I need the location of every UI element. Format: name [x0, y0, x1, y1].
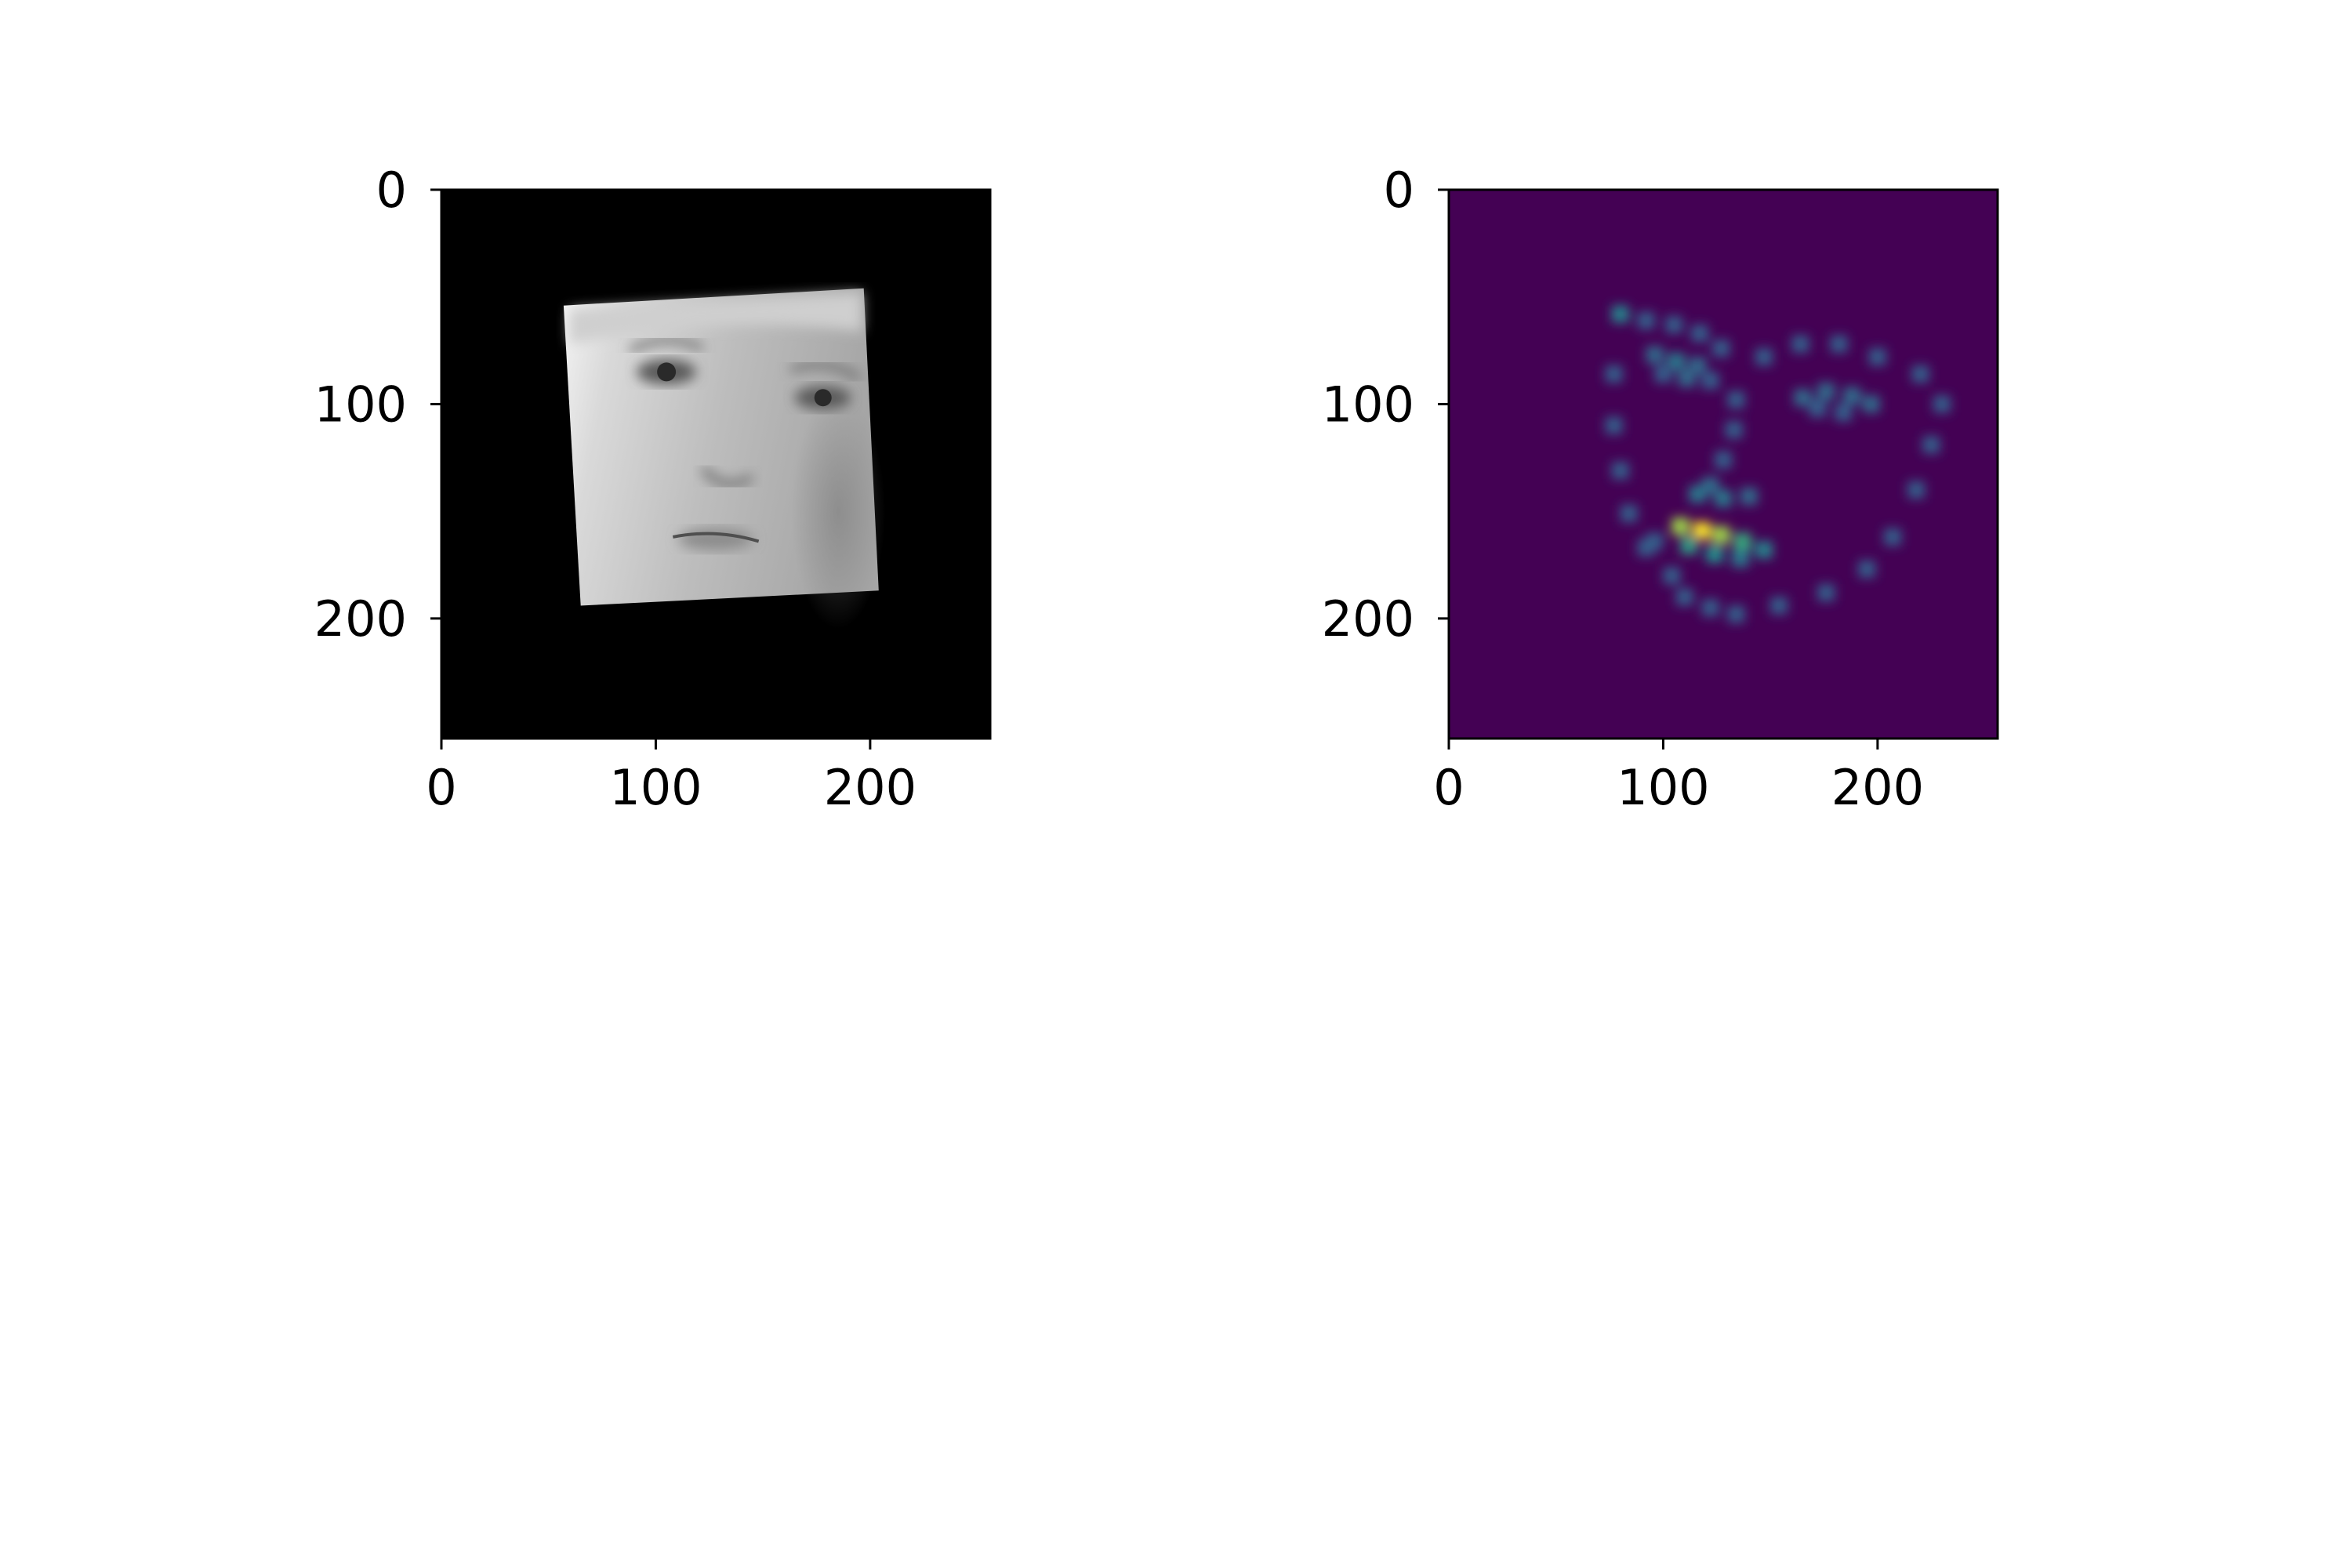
left-xtick-label: 200 — [824, 759, 916, 816]
heatmap-point — [1727, 605, 1745, 623]
heatmap-point — [1706, 545, 1723, 563]
left-xtick-label: 0 — [426, 759, 456, 816]
left-axes-frame — [440, 188, 992, 740]
heatmap-point — [1907, 481, 1926, 499]
right-axes-frame — [1447, 188, 1999, 740]
heatmap-points — [1605, 305, 1951, 623]
heatmap-point — [1646, 346, 1664, 364]
heatmap-point — [1862, 395, 1880, 413]
heatmap-point — [1693, 521, 1711, 539]
right-ytick-label: 200 — [1322, 590, 1414, 648]
heatmap-point — [1671, 517, 1690, 535]
heatmap-point — [1809, 400, 1827, 417]
heatmap-point — [1605, 365, 1623, 383]
heatmap-point — [1868, 348, 1886, 366]
heatmap-point — [1689, 485, 1707, 503]
heatmap-point — [1715, 489, 1732, 507]
heatmap-point — [1733, 532, 1751, 550]
heatmap-point — [1770, 597, 1788, 615]
heatmap-point — [1691, 325, 1708, 343]
right-y-axis: 0 100 200 — [1322, 162, 1449, 648]
heatmap-point — [1817, 584, 1835, 601]
heatmap-point — [1725, 421, 1743, 439]
heatmap-point — [1884, 528, 1901, 546]
heatmap-point — [1843, 387, 1860, 405]
face-features — [570, 292, 885, 630]
right-pupil — [814, 389, 832, 407]
heatmap-point — [1678, 369, 1696, 387]
heatmap-point — [1680, 537, 1698, 554]
right-xtick-label: 200 — [1831, 759, 1924, 816]
heatmap-point — [1605, 416, 1623, 434]
heatmap-point — [1715, 451, 1732, 469]
heatmap-point — [1663, 567, 1681, 585]
left-y-axis: 0 100 200 — [314, 162, 441, 648]
heatmap-point — [1858, 561, 1876, 578]
heatmap-point — [1835, 404, 1853, 422]
heatmap-point — [1675, 588, 1693, 606]
heatmap-point — [1830, 335, 1848, 353]
heatmap-point — [1620, 505, 1638, 522]
heatmap-point — [1637, 311, 1655, 329]
heatmap-point — [1731, 550, 1749, 568]
heatmap-point — [1646, 532, 1664, 550]
heatmap-point — [1654, 365, 1672, 383]
right-brow — [789, 361, 862, 381]
left-ytick-label: 0 — [376, 162, 407, 219]
heatmap-point — [1701, 599, 1719, 617]
heatmap-point — [1817, 383, 1835, 400]
right-ytick-label: 100 — [1322, 376, 1414, 433]
heatmap-point — [1611, 305, 1629, 323]
heatmap-point — [1791, 335, 1809, 353]
left-ytick-label: 200 — [314, 590, 407, 648]
right-x-axis: 0 100 200 — [1433, 739, 1924, 816]
left-pupil — [657, 362, 677, 382]
heatmap-point — [1712, 339, 1730, 358]
right-ytick-label: 0 — [1384, 162, 1414, 219]
right-xtick-label: 0 — [1433, 759, 1464, 816]
lip-line — [672, 532, 760, 543]
heatmap-point — [1740, 488, 1758, 505]
left-xtick-label: 100 — [609, 759, 702, 816]
heatmap-point — [1755, 541, 1773, 559]
heatmap-point — [1922, 436, 1940, 454]
mouth — [678, 528, 753, 550]
heatmap-point — [1933, 395, 1951, 413]
heatmap-point — [1712, 526, 1730, 544]
heatmap-point — [1611, 462, 1629, 480]
heatmap-point — [1701, 372, 1719, 390]
left-ytick-label: 100 — [314, 376, 407, 433]
nose — [700, 466, 754, 488]
heatmap-point — [1794, 389, 1812, 407]
left-brow — [628, 337, 705, 354]
image-panel-left: 0 100 200 0 100 200 — [314, 162, 992, 816]
right-xtick-label: 100 — [1617, 759, 1709, 816]
left-x-axis: 0 100 200 — [426, 739, 916, 816]
heatmap-point — [1911, 365, 1929, 383]
cheek-shadow — [790, 394, 885, 630]
heatmap-point — [1755, 348, 1773, 366]
heatmap-panel-right: 0 100 200 0 100 200 — [1322, 162, 1999, 816]
heatmap-point — [1665, 316, 1683, 334]
face-photo — [563, 288, 885, 630]
heatmap-point — [1727, 391, 1745, 408]
hair-shade — [570, 292, 862, 344]
